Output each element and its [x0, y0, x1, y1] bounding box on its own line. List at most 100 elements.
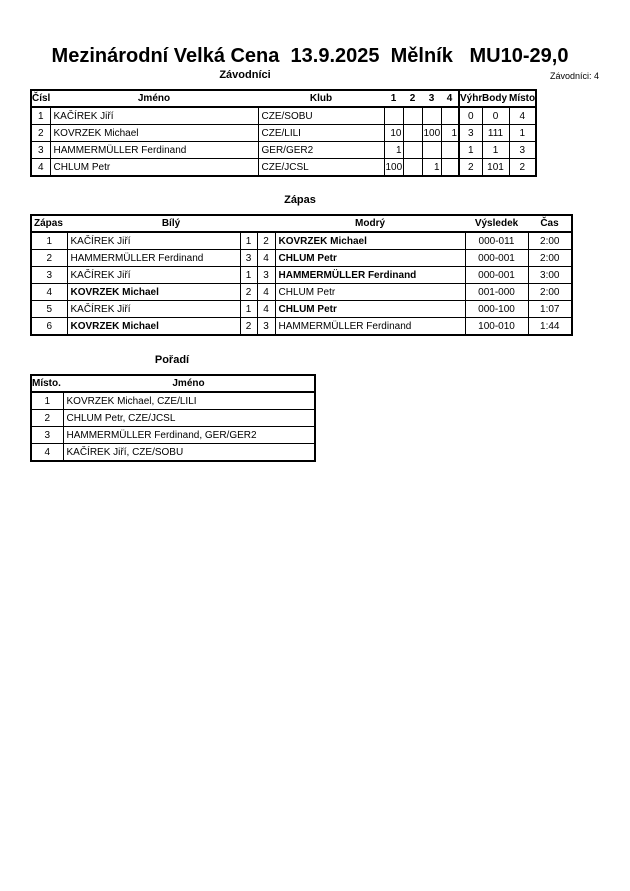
cell-no: 4 — [30, 158, 51, 177]
cell-s3: 1 — [421, 158, 442, 177]
cell-s4 — [440, 106, 460, 125]
cell-white-no: 1 — [239, 231, 258, 250]
cell-s4: 1 — [440, 124, 460, 142]
cell-place: 3 — [30, 426, 64, 444]
matches-heading: Zápas — [284, 194, 316, 206]
column-header: Modrý — [275, 214, 466, 233]
cell-s3: 100 — [421, 124, 442, 142]
column-header: Jméno — [50, 89, 258, 108]
cell-points: 0 — [481, 106, 510, 125]
cell-club: GER/GER2 — [257, 141, 385, 159]
cell-match-no: 3 — [30, 266, 68, 284]
cell-place: 1 — [508, 124, 537, 142]
cell-place: 1 — [30, 391, 64, 410]
cell-name: HAMMERMÜLLER Ferdinand, GER/GER2 — [62, 426, 316, 444]
column-header: 1 — [384, 89, 403, 108]
cell-s1: 10 — [383, 124, 404, 142]
cell-name: KAČÍREK Jiří — [49, 106, 259, 125]
competitor-row: 4 CHLUM Petr CZE/JCSL 100 1 2 101 2 — [30, 158, 537, 177]
column-header: Zápas — [31, 214, 67, 233]
cell-white-no: 1 — [239, 300, 258, 318]
cell-blue-no: 3 — [256, 266, 276, 284]
cell-s2 — [402, 141, 423, 159]
cell-name: KOVRZEK Michael, CZE/LILI — [62, 391, 316, 410]
cell-club: CZE/SOBU — [257, 106, 385, 125]
cell-result: 100-010 — [464, 317, 529, 336]
match-row: 4 KOVRZEK Michael 2 4 CHLUM Petr 001-000 2:00 — [30, 283, 573, 301]
cell-match-no: 2 — [30, 249, 68, 267]
match-row: 2 HAMMERMÜLLER Ferdinand 3 4 CHLUM Petr 000-0… — [30, 249, 573, 267]
cell-s4 — [440, 158, 460, 177]
column-header: Výhra — [458, 89, 482, 108]
cell-white-no: 2 — [239, 283, 258, 301]
cell-match-no: 6 — [30, 317, 68, 336]
cell-no: 3 — [30, 141, 51, 159]
cell-wins: 0 — [458, 106, 483, 125]
cell-white-no: 3 — [239, 249, 258, 267]
cell-club: CZE/JCSL — [257, 158, 385, 177]
cell-blue: CHLUM Petr — [274, 283, 466, 301]
cell-place: 3 — [508, 141, 537, 159]
cell-s2 — [402, 106, 423, 125]
cell-result: 000-100 — [464, 300, 529, 318]
cell-blue: CHLUM Petr — [274, 249, 466, 267]
cell-time: 3:00 — [527, 266, 573, 284]
column-header: Výsledek — [465, 214, 529, 233]
cell-blue: CHLUM Petr — [274, 300, 466, 318]
cell-s2 — [402, 158, 423, 177]
match-row: 1 KAČÍREK Jiří 1 2 KOVRZEK Michael 000-011 2:0… — [30, 231, 573, 250]
cell-time: 1:07 — [527, 300, 573, 318]
cell-match-no: 5 — [30, 300, 68, 318]
column-header: 4 — [441, 89, 459, 108]
cell-result: 000-001 — [464, 266, 529, 284]
cell-time: 2:00 — [527, 283, 573, 301]
cell-club: CZE/LILI — [257, 124, 385, 142]
cell-blue-no: 4 — [256, 300, 276, 318]
column-header: Místo. — [31, 374, 63, 393]
match-row: 5 KAČÍREK Jiří 1 4 CHLUM Petr 000-100 1:07 — [30, 300, 573, 318]
cell-s3 — [421, 106, 442, 125]
cell-s1 — [383, 106, 404, 125]
ranking-row: 3 HAMMERMÜLLER Ferdinand, GER/GER2 — [30, 426, 316, 444]
cell-blue-no: 2 — [256, 231, 276, 250]
page-title: Mezinárodní Velká Cena 13.9.2025 Mělník … — [51, 45, 569, 67]
matches-table: Zápas Bílý Modrý Výsledek Čas 1 KAČÍREK Jiří 1 2… — [30, 214, 574, 336]
column-header: Číslo — [31, 89, 50, 108]
column-header: Klub — [258, 89, 384, 108]
competitors-table: ČísloJménoKlub1234VýhraBodyMísto.1KAČÍRE… — [30, 89, 537, 177]
cell-white: KOVRZEK Michael — [66, 317, 241, 336]
cell-match-no: 4 — [30, 283, 68, 301]
ranking-table: Místo. Jméno 1 KOVRZEK Michael, CZE/LILI 2 CH… — [30, 374, 316, 462]
cell-place: 4 — [30, 443, 64, 462]
column-header: 2 — [403, 89, 422, 108]
cell-name: CHLUM Petr, CZE/JCSL — [62, 409, 316, 427]
cell-blue-no: 4 — [256, 249, 276, 267]
cell-wins: 2 — [458, 158, 483, 177]
cell-result: 000-011 — [464, 231, 529, 250]
cell-time: 1:44 — [527, 317, 573, 336]
column-header: Jméno — [63, 374, 315, 393]
cell-no: 1 — [30, 106, 51, 125]
competitors-count: Závodníci: 4 — [549, 71, 599, 81]
competitor-row: 1 KAČÍREK Jiří CZE/SOBU 0 0 4 — [30, 106, 537, 125]
cell-s4 — [440, 141, 460, 159]
cell-name: KOVRZEK Michael — [49, 124, 259, 142]
cell-blue-no: 3 — [256, 317, 276, 336]
cell-match-no: 1 — [30, 231, 68, 250]
cell-s1: 100 — [383, 158, 404, 177]
cell-time: 2:00 — [527, 249, 573, 267]
column-header: 3 — [422, 89, 441, 108]
ranking-row: 2 CHLUM Petr, CZE/JCSL — [30, 409, 316, 427]
match-row: 6 KOVRZEK Michael 2 3 HAMMERMÜLLER Ferdinand… — [30, 317, 573, 336]
cell-white: KOVRZEK Michael — [66, 283, 241, 301]
cell-wins: 3 — [458, 124, 483, 142]
ranking-heading: Pořadí — [154, 354, 190, 366]
cell-place: 2 — [30, 409, 64, 427]
cell-wins: 1 — [458, 141, 483, 159]
cell-white: KAČÍREK Jiří — [66, 266, 241, 284]
cell-no: 2 — [30, 124, 51, 142]
cell-place: 2 — [508, 158, 537, 177]
cell-name: KAČÍREK Jiří, CZE/SOBU — [62, 443, 316, 462]
cell-s2 — [402, 124, 423, 142]
